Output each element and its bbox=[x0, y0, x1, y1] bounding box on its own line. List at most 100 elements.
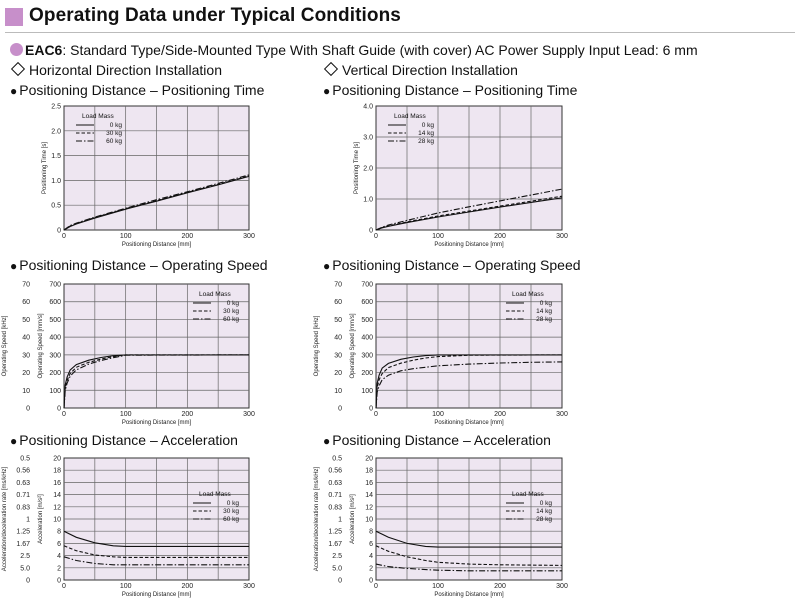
y-tick-label: 600 bbox=[361, 299, 373, 306]
y-tick-label: 8 bbox=[369, 529, 373, 536]
x-tick-label: 200 bbox=[181, 411, 193, 418]
series-line-30-kg bbox=[63, 545, 249, 558]
y2-tick-label: 0.71 bbox=[328, 492, 342, 499]
x-axis-title: Positioning Distance [mm] bbox=[434, 420, 504, 426]
y-tick-label: 0 bbox=[369, 578, 373, 585]
legend-label: 0 kg bbox=[110, 122, 123, 129]
heading-h-speed-label: Positioning Distance – Operating Speed bbox=[19, 257, 268, 273]
y-tick-label: 0 bbox=[57, 228, 61, 235]
y2-tick-label: 20 bbox=[22, 370, 30, 377]
y-tick-label: 0.5 bbox=[51, 203, 61, 210]
series-line-14-kg bbox=[375, 354, 563, 409]
y-tick-label: 400 bbox=[361, 335, 373, 342]
y2-tick-label: 2.5 bbox=[20, 553, 30, 560]
legend-label: 60 kg bbox=[106, 138, 122, 145]
y-tick-label: 12 bbox=[365, 504, 373, 511]
y2-tick-label: 1.25 bbox=[328, 529, 342, 536]
series-line-60-kg bbox=[63, 354, 250, 409]
bullet-icon: ● bbox=[323, 434, 331, 448]
y-tick-label: 2.0 bbox=[363, 166, 373, 173]
y-tick-label: 0 bbox=[369, 406, 373, 413]
diamond-icon bbox=[10, 61, 26, 77]
bullet-icon: ● bbox=[323, 84, 331, 98]
chart-v-accel: 0246810121416182005.02.51.671.2510.830.7… bbox=[314, 456, 568, 599]
y-tick-label: 700 bbox=[49, 282, 61, 289]
diamond-icon bbox=[323, 61, 339, 77]
y-tick-label: 1.0 bbox=[51, 178, 61, 185]
x-tick-label: 0 bbox=[374, 583, 378, 590]
y2-tick-label: 1.67 bbox=[16, 541, 30, 548]
y2-tick-label: 40 bbox=[22, 335, 30, 342]
y-tick-label: 2 bbox=[57, 565, 61, 572]
x-tick-label: 300 bbox=[243, 233, 255, 240]
y2-tick-label: 0.56 bbox=[16, 468, 30, 475]
y-axis-title: Positioning Time [s] bbox=[42, 142, 48, 194]
x-tick-label: 100 bbox=[432, 583, 444, 590]
y2-tick-label: 1.25 bbox=[16, 529, 30, 536]
y2-tick-label: 0 bbox=[338, 406, 342, 413]
title-divider bbox=[5, 32, 795, 33]
y-tick-label: 14 bbox=[53, 492, 61, 499]
y2-tick-label: 30 bbox=[334, 352, 342, 359]
y2-tick-label: 0.56 bbox=[328, 468, 342, 475]
x-tick-label: 0 bbox=[62, 233, 66, 240]
y-tick-label: 2.0 bbox=[51, 128, 61, 135]
y2-tick-label: 70 bbox=[334, 282, 342, 289]
y-tick-label: 200 bbox=[49, 370, 61, 377]
y-tick-label: 18 bbox=[365, 468, 373, 475]
y-tick-label: 100 bbox=[361, 388, 373, 395]
y-tick-label: 700 bbox=[361, 282, 373, 289]
legend-label: 30 kg bbox=[223, 508, 239, 515]
legend-label: 0 kg bbox=[540, 300, 553, 307]
series-line-30-kg bbox=[63, 175, 250, 231]
heading-h-accel-label: Positioning Distance – Acceleration bbox=[19, 432, 238, 448]
heading-v-speed-label: Positioning Distance – Operating Speed bbox=[332, 257, 581, 273]
y2-tick-label: 0.63 bbox=[16, 480, 30, 487]
y-tick-label: 1.0 bbox=[363, 197, 373, 204]
chart-v-time: 0 1.0 2.0 3.0 4.0 0 100 200 300 Positioning Dista… bbox=[354, 104, 568, 249]
y-tick-label: 20 bbox=[365, 456, 373, 463]
y2-tick-label: 10 bbox=[22, 388, 30, 395]
y2-tick-label: 70 bbox=[22, 282, 30, 289]
legend-label: 60 kg bbox=[223, 516, 239, 523]
y-tick-label: 600 bbox=[49, 299, 61, 306]
legend-title: Load Mass bbox=[512, 291, 545, 298]
y-tick-label: 0 bbox=[369, 228, 373, 235]
section-vertical: Vertical Direction Installation bbox=[323, 61, 518, 78]
y-tick-label: 8 bbox=[57, 529, 61, 536]
y-tick-label: 16 bbox=[53, 480, 61, 487]
heading-v-time-label: Positioning Distance – Positioning Time bbox=[332, 82, 578, 98]
bullet-icon: ● bbox=[323, 259, 331, 273]
series-line-14-kg bbox=[375, 545, 563, 566]
section-horizontal: Horizontal Direction Installation bbox=[10, 61, 222, 78]
legend-label: 60 kg bbox=[223, 316, 239, 323]
y-tick-label: 16 bbox=[365, 480, 373, 487]
y2-tick-label: 0.83 bbox=[328, 504, 342, 511]
y-tick-label: 10 bbox=[53, 517, 61, 524]
chart-h-time: 0 0.5 1.0 1.5 2.0 2.5 0 100 200 300 Positioning Di… bbox=[42, 104, 255, 249]
y2-tick-label: 0.83 bbox=[16, 504, 30, 511]
y2-tick-label: 30 bbox=[22, 352, 30, 359]
heading-v-accel-label: Positioning Distance – Acceleration bbox=[332, 432, 551, 448]
y-axis-title: Acceleration [m/s²] bbox=[350, 494, 356, 544]
y-tick-label: 4 bbox=[369, 553, 373, 560]
section-vertical-label: Vertical Direction Installation bbox=[342, 62, 518, 78]
y2-tick-label: 1.67 bbox=[328, 541, 342, 548]
series-line-0-kg bbox=[375, 530, 562, 548]
header: Operating Data under Typical Conditions bbox=[0, 0, 800, 40]
legend-label: 0 kg bbox=[227, 500, 240, 507]
y-tick-label: 14 bbox=[365, 492, 373, 499]
y-tick-label: 3.0 bbox=[363, 135, 373, 142]
x-tick-label: 200 bbox=[494, 233, 506, 240]
heading-v-time: ● Positioning Distance – Positioning Time bbox=[323, 82, 577, 98]
y2-tick-label: 0 bbox=[26, 406, 30, 413]
x-tick-label: 300 bbox=[556, 411, 568, 418]
y-tick-label: 400 bbox=[49, 335, 61, 342]
x-axis-title: Positioning Distance [mm] bbox=[434, 592, 504, 598]
y2-tick-label: 2.5 bbox=[332, 553, 342, 560]
x-tick-label: 100 bbox=[432, 233, 444, 240]
y2-tick-label: 1 bbox=[26, 517, 30, 524]
legend-label: 0 kg bbox=[540, 500, 553, 507]
x-tick-label: 0 bbox=[62, 583, 66, 590]
